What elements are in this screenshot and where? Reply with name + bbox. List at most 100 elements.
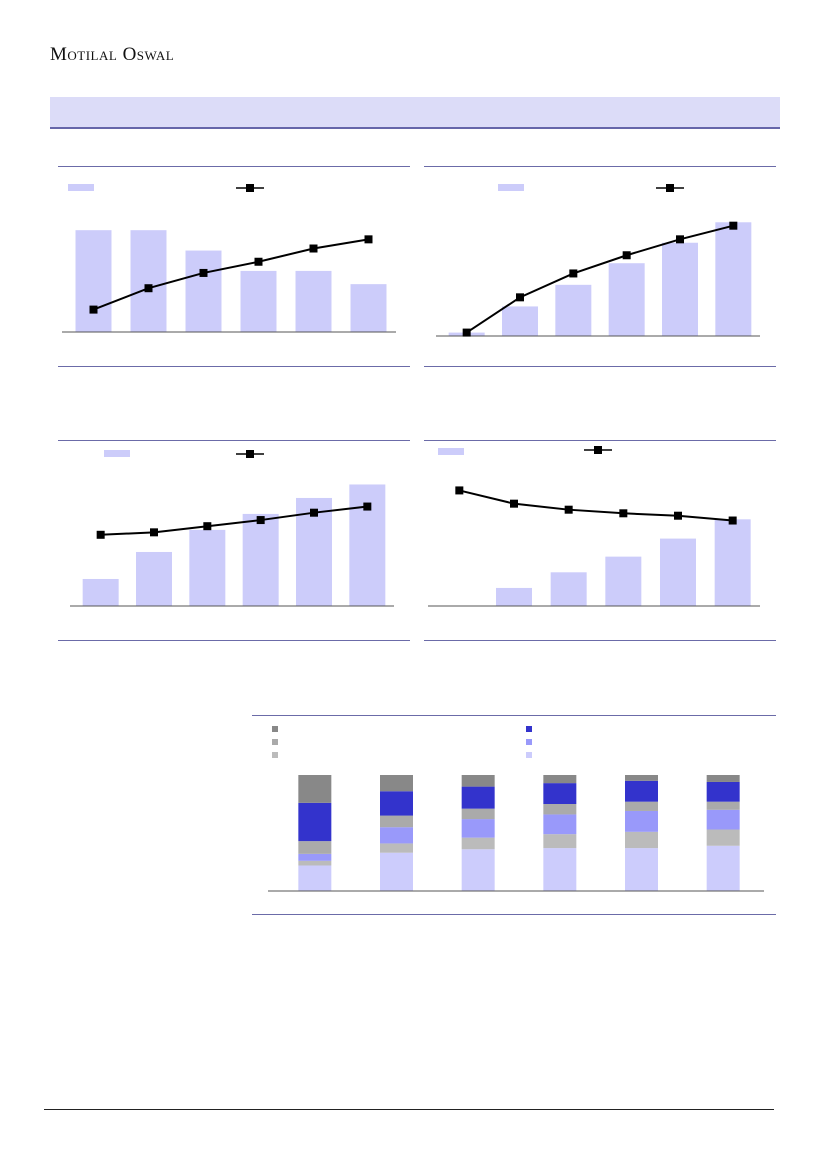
chart-bar bbox=[605, 556, 642, 606]
chart-bottom-rule bbox=[424, 640, 776, 641]
chart-top-rule bbox=[424, 440, 776, 441]
line-marker bbox=[203, 522, 212, 531]
stacked-bar-segment bbox=[461, 849, 495, 891]
stacked-bar-segment bbox=[461, 786, 495, 809]
stacked-bar-segment bbox=[461, 837, 495, 850]
stacked-bar-segment bbox=[298, 853, 332, 861]
line-marker bbox=[96, 530, 105, 539]
brand-logo-text: Motilal Oswal bbox=[50, 44, 175, 65]
stacked-bar-segment bbox=[380, 815, 413, 828]
stacked-bar-segment bbox=[543, 775, 577, 784]
chart-bar bbox=[662, 242, 698, 336]
chart-bottom-rule bbox=[58, 640, 410, 641]
chart-bar bbox=[555, 284, 592, 336]
section-title-bar bbox=[50, 97, 780, 129]
chart-bar bbox=[714, 519, 751, 606]
line-marker bbox=[363, 502, 372, 511]
stacked-bar-segment bbox=[461, 775, 495, 787]
stacked-bar-segment bbox=[461, 819, 495, 838]
series-line bbox=[466, 224, 734, 334]
line-marker bbox=[455, 486, 464, 495]
chart-bar bbox=[136, 551, 172, 606]
legend-swatch bbox=[526, 726, 532, 732]
line-marker bbox=[364, 235, 373, 244]
line-marker bbox=[256, 516, 265, 525]
stacked-bar-segment bbox=[625, 810, 658, 832]
stacked-bar-segment bbox=[625, 831, 658, 849]
stacked-bar-segment bbox=[298, 860, 332, 866]
line-marker bbox=[254, 257, 263, 266]
stacked-bar-segment bbox=[461, 808, 495, 820]
chart-bottom-rule bbox=[424, 366, 776, 367]
line-marker bbox=[564, 505, 573, 514]
chart-bar bbox=[189, 529, 226, 606]
stacked-bar-segment bbox=[380, 827, 413, 844]
stacked-bar-segment bbox=[625, 848, 658, 891]
chart-top-rule bbox=[424, 166, 776, 167]
chart-top-rule bbox=[58, 166, 410, 167]
chart-bar bbox=[295, 270, 332, 332]
stacked-bar-segment bbox=[706, 775, 740, 782]
stacked-bar-chart bbox=[268, 726, 764, 892]
stacked-bar-segment bbox=[380, 852, 413, 891]
line-marker bbox=[728, 516, 737, 525]
series-line bbox=[459, 489, 733, 522]
chart-bar bbox=[130, 230, 167, 332]
line-marker bbox=[462, 328, 471, 337]
line-marker bbox=[674, 511, 682, 520]
stacked-bar-segment bbox=[543, 848, 577, 891]
line-marker bbox=[569, 269, 578, 278]
legend-line-marker bbox=[594, 446, 602, 454]
line-marker bbox=[619, 509, 628, 518]
chart-bar bbox=[185, 250, 222, 332]
stacked-bar-segment bbox=[706, 829, 740, 846]
line-marker bbox=[516, 293, 524, 302]
stacked-bar-segment bbox=[298, 775, 332, 803]
stacked-bar-segment bbox=[380, 791, 413, 816]
stacked-bar-segment bbox=[380, 775, 413, 792]
legend-swatch bbox=[272, 739, 278, 745]
bar-line-chart-mid-right bbox=[428, 446, 760, 607]
chart-bar bbox=[240, 270, 277, 332]
stacked-bar-segment bbox=[298, 802, 332, 842]
stacked-bar-segment bbox=[706, 801, 740, 810]
series-line bbox=[100, 505, 368, 536]
line-marker bbox=[309, 244, 318, 253]
line-marker bbox=[150, 528, 158, 537]
stacked-bar-segment bbox=[706, 845, 740, 891]
stacked-bar-segment bbox=[543, 814, 577, 835]
chart-bar bbox=[496, 587, 532, 606]
bar-line-chart-mid-left bbox=[70, 450, 394, 607]
stacked-bar-segment bbox=[543, 783, 577, 804]
legend-swatch bbox=[526, 739, 532, 745]
legend-line-marker bbox=[246, 184, 254, 192]
line-marker bbox=[510, 499, 518, 508]
stacked-bar-segment bbox=[625, 780, 658, 802]
footer-rule bbox=[44, 1109, 774, 1110]
chart-bar bbox=[550, 572, 587, 606]
line-marker bbox=[310, 508, 318, 517]
line-marker bbox=[144, 284, 153, 293]
legend-swatch bbox=[526, 752, 532, 758]
bar-line-chart-top-left bbox=[62, 184, 396, 333]
stacked-bar-segment bbox=[625, 801, 658, 811]
chart-top-rule bbox=[252, 715, 776, 716]
series-line bbox=[93, 238, 369, 311]
chart-bottom-rule bbox=[252, 914, 776, 915]
chart-bar bbox=[608, 263, 645, 336]
legend-bar-swatch bbox=[104, 450, 130, 457]
chart-bottom-rule bbox=[58, 366, 410, 367]
legend-bar-swatch bbox=[438, 448, 464, 455]
line-marker bbox=[622, 251, 631, 260]
stacked-bar-segment bbox=[543, 834, 577, 849]
chart-bar bbox=[242, 513, 279, 606]
legend-bar-swatch bbox=[498, 184, 524, 191]
chart-bar bbox=[502, 306, 538, 336]
bar-line-chart-top-right bbox=[436, 184, 760, 337]
stacked-bar-segment bbox=[543, 804, 577, 815]
stacked-bar-segment bbox=[706, 809, 740, 830]
chart-bar bbox=[350, 284, 387, 332]
chart-bar bbox=[75, 230, 112, 332]
line-marker bbox=[729, 221, 738, 230]
stacked-bar-segment bbox=[380, 843, 413, 853]
